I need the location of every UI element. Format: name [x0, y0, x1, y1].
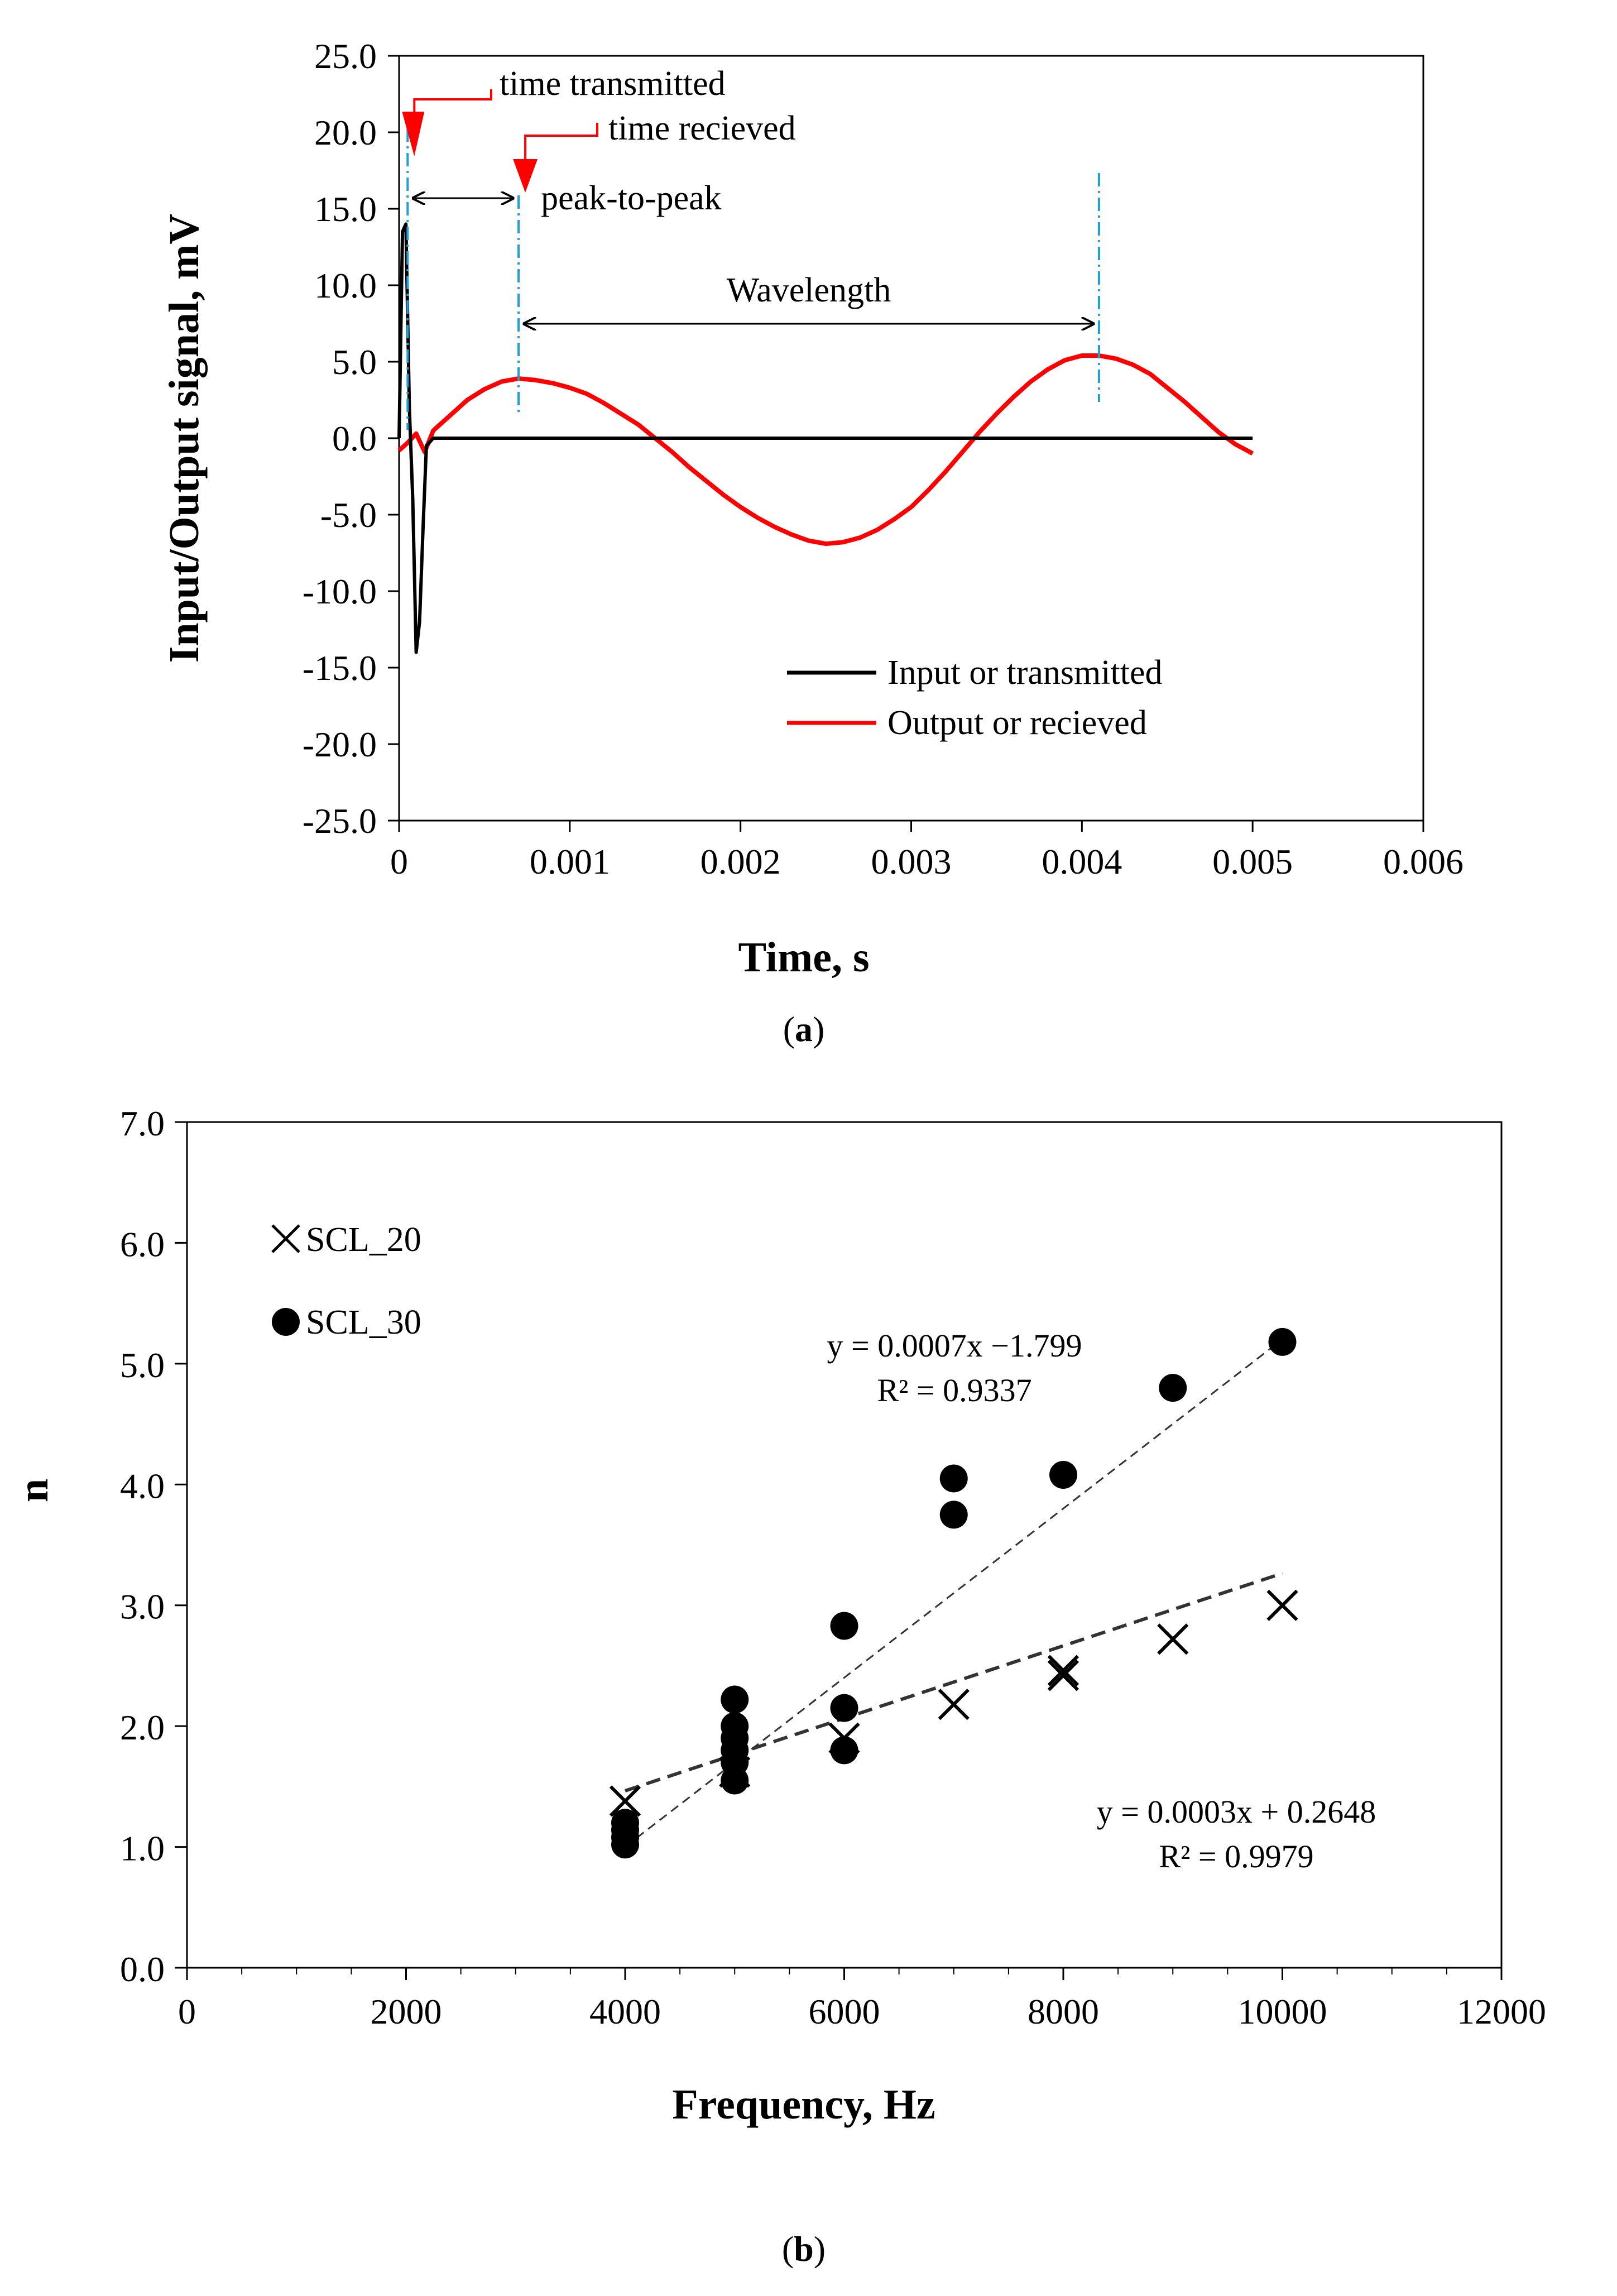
- annotation-time-transmitted: time transmitted: [500, 65, 726, 103]
- trendline-scl20-r2: R² = 0.9979: [1159, 1838, 1313, 1875]
- chart-a-ticks: 0 0.001 0.002 0.003 0.004 0.005 0.006 25.0 20.0 1…: [303, 36, 1464, 881]
- legend-marker-scl20: [271, 1224, 300, 1253]
- chart-a-legend: Input or transmitted Output or recieved: [787, 654, 1162, 742]
- x-tick-label: 0.005: [1212, 842, 1293, 881]
- point-scl30: [939, 1464, 968, 1493]
- chart-b-ticks: 0 2000 4000 6000 8000 10000 12000 7.0 6.0 5.0 4.0 3…: [120, 1104, 1546, 2031]
- chart-b-series: [609, 1327, 1298, 1859]
- y-tick-label: -10.0: [303, 572, 377, 611]
- x-tick-label: 0.001: [530, 842, 610, 881]
- trendline-scl20-equation: y = 0.0003x + 0.2648: [1097, 1794, 1376, 1830]
- y-tick-label: -20.0: [303, 725, 377, 764]
- legend-label-scl30: SCL_30: [306, 1303, 421, 1341]
- x-tick-label: 4000: [589, 1992, 661, 2031]
- point-scl20: [719, 1756, 751, 1788]
- x-tick-label: 0: [390, 842, 408, 881]
- time-transmitted-leader: [413, 89, 492, 128]
- chart-b-legend: SCL_20 SCL_30: [271, 1221, 421, 1341]
- x-tick-label: 12000: [1457, 1992, 1546, 2031]
- chart-a: 0 0.001 0.002 0.003 0.004 0.005 0.006 25.0 20.0 1…: [161, 36, 1464, 1049]
- trendline-scl20-label: y = 0.0003x + 0.2648 R² = 0.9979: [1097, 1794, 1376, 1875]
- point-scl20: [1047, 1655, 1079, 1686]
- chart-b-y-axis-title: n: [10, 1479, 57, 1502]
- point-scl20: [609, 1785, 641, 1817]
- x-tick-label: 8000: [1028, 1992, 1099, 2031]
- point-scl30: [721, 1712, 749, 1741]
- point-scl30: [611, 1809, 639, 1837]
- x-tick-label: 6000: [809, 1992, 880, 2031]
- annotation-wavelength: Wavelength: [727, 271, 891, 309]
- chart-b-caption: (b): [782, 2229, 826, 2269]
- y-tick-label: 4.0: [120, 1466, 165, 1506]
- chart-a-annotations: time transmitted time recieved peak-to-pea…: [402, 65, 1100, 430]
- y-tick-label: 0.0: [332, 419, 377, 458]
- point-scl30: [721, 1685, 749, 1714]
- point-scl30: [1049, 1460, 1077, 1489]
- time-transmitted-arrowhead: [402, 112, 425, 156]
- y-tick-label: 25.0: [314, 36, 377, 76]
- y-tick-label: 5.0: [120, 1345, 165, 1385]
- point-scl20: [828, 1722, 860, 1754]
- x-tick-label: 0.006: [1383, 842, 1464, 881]
- legend-label-scl20: SCL_20: [306, 1221, 421, 1259]
- point-scl20: [938, 1689, 970, 1720]
- chart-b: 0 2000 4000 6000 8000 10000 12000 7.0 6.0 5.0 4.0 3…: [10, 1104, 1546, 2269]
- x-tick-label: 2000: [371, 1992, 442, 2031]
- x-tick-label: 0.004: [1042, 842, 1122, 881]
- point-scl20: [1047, 1660, 1079, 1691]
- y-tick-label: 15.0: [314, 189, 377, 229]
- y-tick-label: 10.0: [314, 266, 377, 305]
- trendline-scl30-label: y = 0.0007x −1.799 R² = 0.9337: [827, 1327, 1082, 1408]
- point-scl20: [1266, 1589, 1298, 1621]
- point-scl30: [830, 1612, 858, 1640]
- time-received-arrowhead: [513, 159, 538, 193]
- y-tick-label: -5.0: [320, 495, 377, 535]
- y-tick-label: 2.0: [120, 1708, 165, 1747]
- point-scl30: [830, 1694, 858, 1722]
- point-scl30: [1159, 1374, 1187, 1402]
- y-tick-label: 0.0: [120, 1949, 165, 1989]
- y-tick-label: 20.0: [314, 113, 377, 152]
- point-scl30: [939, 1501, 968, 1529]
- x-tick-label: 0.002: [700, 842, 781, 881]
- chart-a-y-axis-title: Input/Output signal, mV: [161, 214, 208, 663]
- y-tick-label: -25.0: [303, 801, 377, 841]
- y-tick-label: 1.0: [120, 1829, 165, 1868]
- y-tick-label: 5.0: [332, 342, 377, 382]
- trendline-scl30-r2: R² = 0.9337: [877, 1372, 1031, 1408]
- chart-a-x-axis-title: Time, s: [738, 934, 869, 981]
- legend-label-input: Input or transmitted: [887, 654, 1162, 692]
- x-tick-label: 0.003: [871, 842, 952, 881]
- point-scl20: [1157, 1623, 1189, 1655]
- annotation-time-received: time recieved: [608, 109, 796, 147]
- trendline-scl30-equation: y = 0.0007x −1.799: [827, 1327, 1082, 1364]
- chart-b-x-axis-title: Frequency, Hz: [672, 2081, 935, 2128]
- y-tick-label: 7.0: [120, 1104, 165, 1143]
- annotation-peak-to-peak: peak-to-peak: [541, 179, 722, 217]
- x-tick-label: 10000: [1238, 1992, 1327, 2031]
- chart-a-caption: (a): [783, 1009, 825, 1049]
- series-output-line: [397, 353, 1254, 547]
- x-tick-label: 0: [178, 1992, 196, 2031]
- legend-marker-scl30: [272, 1308, 300, 1336]
- y-tick-label: -15.0: [303, 648, 377, 688]
- time-received-leader: [524, 123, 598, 167]
- point-scl30: [1268, 1327, 1297, 1356]
- legend-label-output: Output or recieved: [887, 704, 1147, 742]
- y-tick-label: 6.0: [120, 1224, 165, 1264]
- y-tick-label: 3.0: [120, 1587, 165, 1627]
